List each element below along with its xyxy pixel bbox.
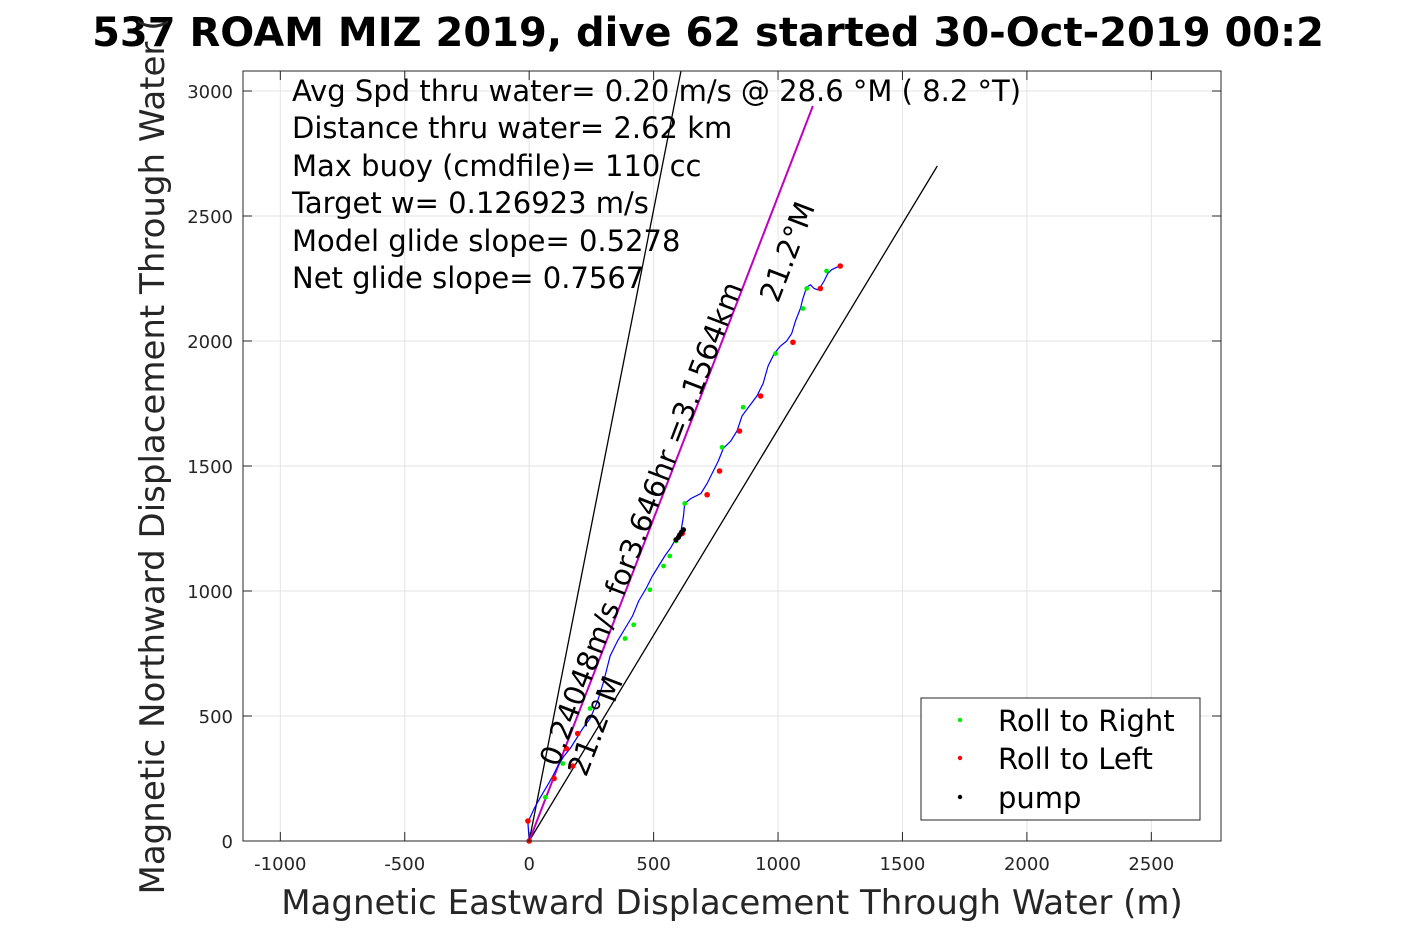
stats-block: Avg Spd thru water= 0.20 m/s @ 28.6 °M (… [291, 74, 1021, 295]
y-tick-label: 0 [222, 832, 233, 853]
roll-left-point [551, 775, 557, 782]
roll-right-point [804, 286, 810, 291]
legend-marker-pump [957, 794, 963, 800]
y-tick-label: 1500 [187, 457, 233, 478]
reference-line [528, 70, 682, 842]
stat-target-w: Target w= 0.126923 m/s [291, 186, 649, 220]
y-tick-label: 2500 [187, 207, 233, 228]
legend-marker-roll-left [957, 755, 963, 761]
roll-right-point [773, 351, 778, 356]
stat-max-buoy: Max buoy (cmdfile)= 110 cc [292, 149, 701, 183]
roll-right-point [560, 761, 566, 766]
roll-left-point [525, 818, 531, 824]
roll-right-point [587, 706, 593, 711]
roll-right-point [542, 794, 548, 800]
legend-label-pump: pump [998, 781, 1081, 815]
legend-marker-roll-right [957, 717, 963, 723]
stat-distance: Distance thru water= 2.62 km [292, 111, 732, 145]
x-tick-label: -1000 [254, 854, 306, 875]
stat-net-glide: Net glide slope= 0.7567 [292, 261, 644, 295]
roll-right-point [719, 444, 725, 450]
roll-right-point [661, 563, 666, 569]
roll-right-point [667, 553, 673, 559]
y-tick-label: 2000 [187, 332, 233, 353]
legend: Roll to Right Roll to Left pump [920, 697, 1201, 821]
y-tick-label: 1000 [187, 582, 233, 603]
roll-right-point [740, 404, 746, 410]
roll-left-point [716, 468, 723, 474]
stat-avg-speed: Avg Spd thru water= 0.20 m/s @ 28.6 °M (… [292, 74, 1021, 108]
roll-right-point [682, 501, 688, 506]
y-tick-label: 500 [199, 707, 233, 728]
roll-left-point [574, 730, 581, 737]
stat-model-glide: Model glide slope= 0.5278 [292, 224, 680, 258]
chart-title: 537 ROAM MIZ 2019, dive 62 started 30-Oc… [92, 10, 1324, 56]
x-tick-label: 1000 [755, 854, 801, 875]
x-tick-label: 2000 [1004, 854, 1050, 875]
roll-left-point [837, 263, 844, 269]
roll-left-point [817, 285, 824, 292]
roll-left-point [736, 428, 743, 434]
roll-right-point [824, 268, 829, 274]
x-tick-label: 1500 [880, 854, 926, 875]
x-tick-label: 0 [523, 854, 534, 875]
legend-box [920, 697, 1201, 821]
roll-left-point [704, 491, 710, 498]
roll-right-point [647, 587, 653, 593]
reference-lines [528, 70, 938, 842]
reference-line [528, 105, 814, 842]
legend-label-roll-left: Roll to Left [998, 742, 1153, 776]
roll-left-point [790, 339, 796, 346]
roll-right-point [622, 636, 628, 641]
x-axis-label: Magnetic Eastward Displacement Through W… [281, 883, 1183, 923]
pump-point [680, 527, 687, 533]
y-axis-label: Magnetic Northward Displacement Through … [133, 18, 173, 895]
roll-right-point [800, 306, 806, 311]
roll-left-point [569, 763, 576, 769]
x-tick-label: -500 [384, 854, 425, 875]
x-tick-label: 2500 [1128, 854, 1174, 875]
tick-layer: -1000 -500 0 500 1000 1500 2000 2500 0 500 1000 150… [187, 71, 1221, 875]
roll-right-point [631, 622, 637, 628]
reference-line [528, 165, 938, 842]
roll-left-point [563, 745, 570, 752]
plot-frame [242, 70, 1222, 842]
y-tick-label: 3000 [187, 82, 233, 103]
legend-label-roll-right: Roll to Right [998, 704, 1175, 738]
marker-layer [525, 263, 844, 844]
roll-left-point [757, 393, 764, 399]
x-tick-label: 500 [636, 854, 670, 875]
